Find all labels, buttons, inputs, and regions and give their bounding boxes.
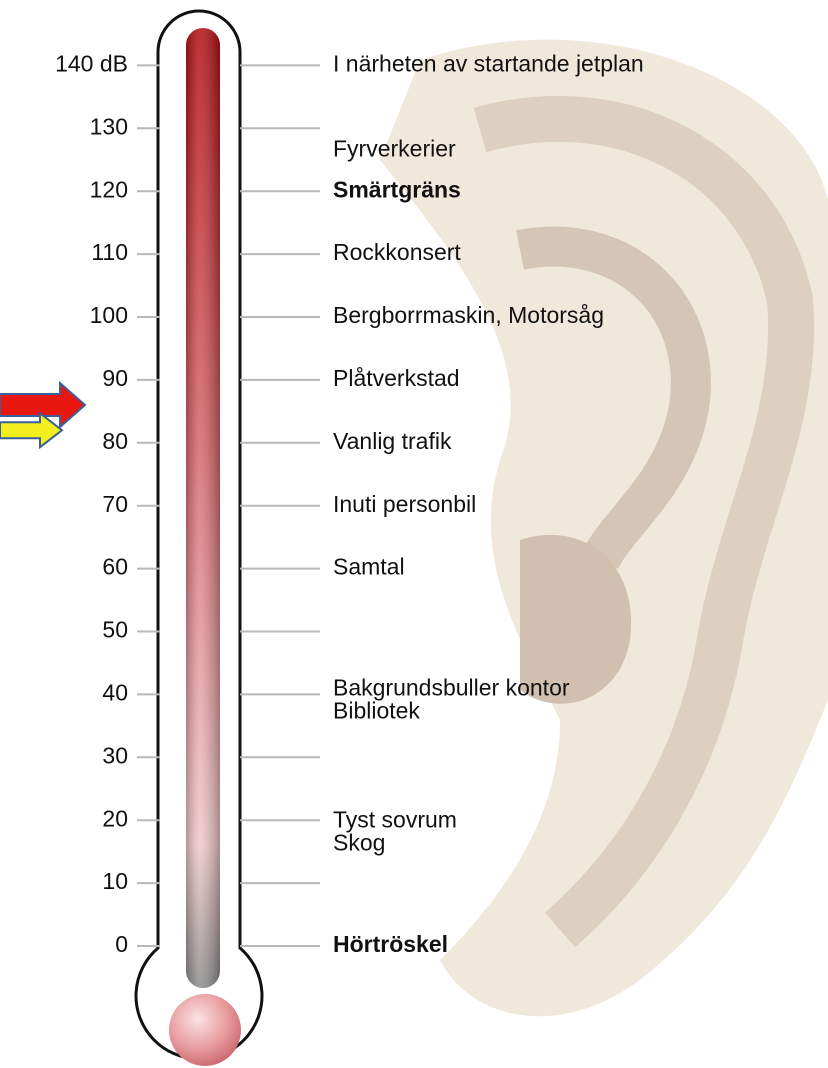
tick-label: 50 (102, 617, 128, 643)
source-label: Smärtgräns (333, 176, 461, 202)
tick-label: 90 (102, 365, 128, 391)
source-label: Rockkonsert (333, 239, 461, 265)
tick-label: 40 (102, 679, 128, 705)
page: {"scale": {"ticks": [{"value": 140, "lab… (0, 0, 828, 1068)
source-label: Hörtröskel (333, 931, 448, 957)
source-label: Fyrverkerier (333, 135, 456, 161)
bulb (169, 994, 241, 1066)
source-label: Skog (333, 829, 385, 855)
source-label: Plåtverkstad (333, 365, 460, 391)
tick-label: 10 (102, 868, 128, 894)
source-label: Samtal (333, 554, 405, 580)
tick-label: 140 dB (55, 50, 128, 76)
level-arrow (0, 413, 62, 447)
diagram: 140 dB1301201101009080706050403020100I n… (0, 0, 828, 1068)
tick-label: 100 (90, 302, 128, 328)
tick-label: 80 (102, 428, 128, 454)
source-label: Vanlig trafik (333, 428, 452, 454)
tick-label: 120 (90, 176, 128, 202)
source-label: Bibliotek (333, 697, 420, 723)
thermometer (136, 11, 262, 1066)
source-label: Bergborrmaskin, Motorsåg (333, 302, 604, 328)
tick-label: 20 (102, 805, 128, 831)
source-label: I närheten av startande jetplan (333, 50, 644, 76)
source-label: Inuti personbil (333, 491, 476, 517)
tick-label: 0 (115, 931, 128, 957)
tick-label: 70 (102, 491, 128, 517)
tick-label: 60 (102, 554, 128, 580)
tick-label: 130 (90, 113, 128, 139)
tick-label: 110 (91, 239, 128, 265)
tick-label: 30 (102, 742, 128, 768)
